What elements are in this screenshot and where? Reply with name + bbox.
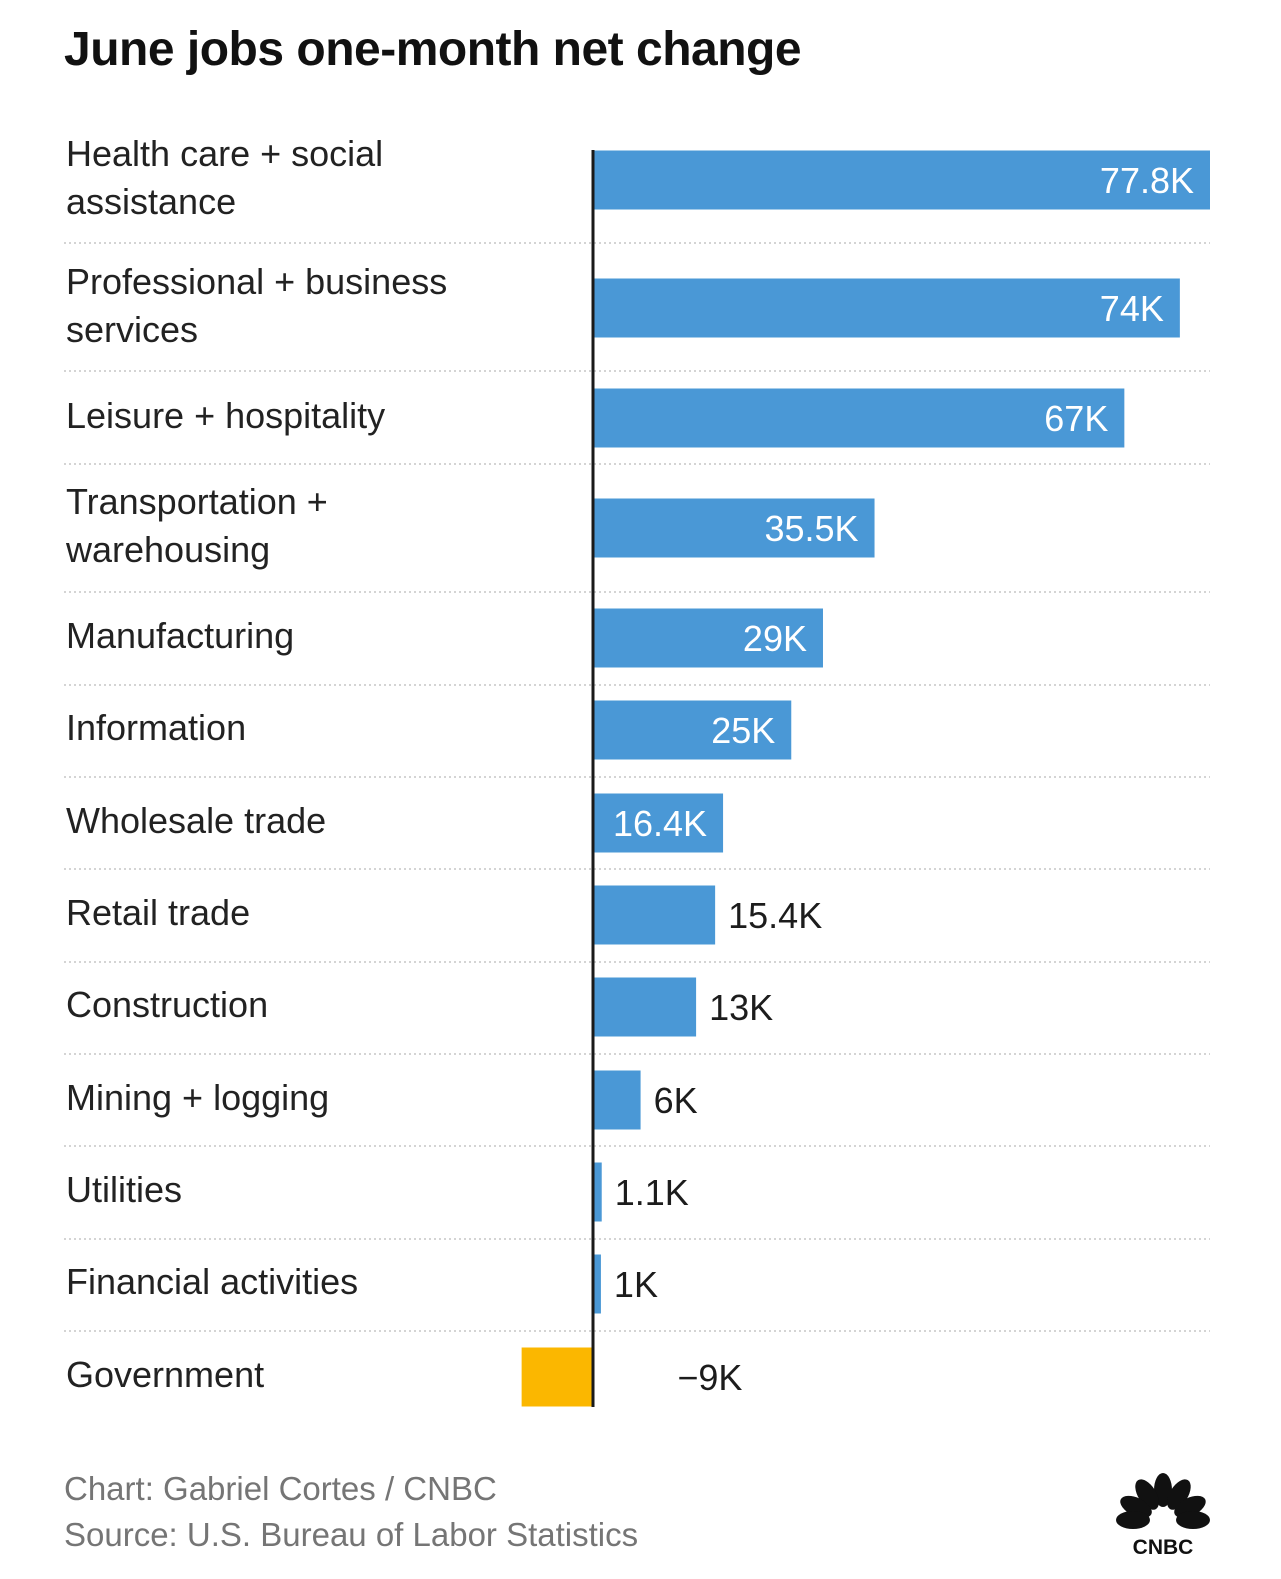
category-label: Health care + social assistance	[66, 133, 384, 222]
category-label: Government	[66, 1354, 265, 1395]
category-label: Wholesale trade	[66, 800, 327, 841]
bar-chart: 77.8K 74K 67K 35.5K 29K 25K 16.4K 15.4K 13K 6K 1.1…	[64, 150, 1210, 1407]
value-label: 35.5K	[764, 508, 858, 549]
category-label: Construction	[66, 984, 269, 1025]
bar-professional-business-services	[593, 278, 1180, 338]
bar-manufacturing	[593, 608, 823, 668]
chart-credit: Chart: Gabriel Cortes / CNBC	[64, 1470, 497, 1507]
bar-financial-activities	[593, 1254, 601, 1314]
bar-leisure-hospitality	[593, 388, 1125, 448]
category-label: Financial activities	[66, 1261, 359, 1302]
bar-health-care-social-assistance	[593, 150, 1210, 210]
logo-text: CNBC	[1133, 1536, 1194, 1556]
value-label: 67K	[1044, 398, 1108, 439]
value-label: 6K	[654, 1080, 698, 1121]
value-label: 1.1K	[615, 1172, 689, 1213]
value-label: 29K	[743, 618, 807, 659]
bar-information	[593, 700, 792, 760]
category-label: Professional + business services	[66, 261, 448, 350]
cnbc-logo: CNBC	[1108, 1472, 1218, 1559]
bar-utilities	[593, 1162, 602, 1222]
value-label: 1K	[614, 1264, 658, 1305]
value-label: 25K	[711, 710, 775, 751]
bar-retail-trade	[593, 885, 716, 945]
category-label: Information	[66, 707, 247, 748]
category-label: Utilities	[66, 1169, 183, 1210]
value-label: 13K	[709, 987, 773, 1028]
value-label: −9K	[677, 1357, 742, 1398]
bar-government	[521, 1347, 593, 1407]
category-label: Retail trade	[66, 892, 251, 933]
category-label: Mining + logging	[66, 1077, 330, 1118]
chart-source: Source: U.S. Bureau of Labor Statistics	[64, 1516, 639, 1553]
bar-wholesale-trade	[593, 793, 724, 853]
peacock-logo-icon: CNBC	[1116, 1473, 1210, 1559]
value-label: 74K	[1100, 288, 1164, 329]
value-label: 16.4K	[613, 803, 707, 844]
bar-construction	[593, 977, 697, 1037]
bar-transportation-warehousing	[593, 498, 875, 558]
chart-title: June jobs one-month net change	[64, 23, 802, 76]
value-label: 15.4K	[728, 895, 822, 936]
bar-mining-logging	[593, 1070, 641, 1130]
category-label: Leisure + hospitality	[66, 395, 386, 436]
category-label: Transportation + warehousing	[66, 481, 328, 570]
value-label: 77.8K	[1100, 160, 1194, 201]
category-label: Manufacturing	[66, 615, 295, 656]
